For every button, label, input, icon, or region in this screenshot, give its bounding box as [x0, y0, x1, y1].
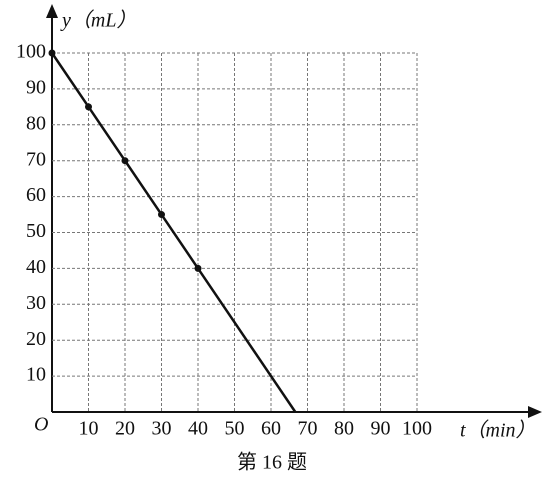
x-tick-label: 50 [225, 418, 245, 440]
x-axis-label: t（min） [460, 419, 536, 442]
data-point [121, 157, 129, 165]
y-tick-label: 30 [26, 292, 46, 314]
x-tick-label: 30 [152, 418, 172, 440]
data-point [85, 103, 92, 111]
x-tick-label: 100 [402, 418, 432, 440]
x-tick-label: 40 [188, 418, 208, 440]
x-tick-label: 70 [298, 418, 318, 440]
x-tick-label: 10 [79, 418, 99, 440]
y-tick-label: 50 [26, 220, 46, 242]
y-tick-label: 40 [26, 256, 46, 278]
y-tick-label: 100 [16, 41, 46, 63]
y-tick-label: 60 [26, 184, 46, 206]
y-tick-label: 90 [26, 76, 46, 98]
origin-label: O [34, 414, 48, 436]
y-tick-label: 10 [26, 364, 46, 386]
y-tick-label: 20 [26, 328, 46, 350]
x-arrow [528, 406, 542, 418]
x-tick-label: 20 [115, 418, 135, 440]
data-point [48, 49, 56, 57]
data-point [158, 211, 165, 219]
x-tick-label: 90 [371, 418, 391, 440]
y-tick-label: 80 [26, 112, 46, 134]
y-tick-label: 70 [26, 148, 46, 170]
y-arrow [46, 4, 58, 18]
x-tick-label: 80 [334, 418, 354, 440]
data-point [194, 264, 202, 272]
y-axis-label: y（mL） [60, 9, 136, 32]
caption: 第 16 题 [237, 451, 307, 474]
line-extension [196, 267, 297, 413]
x-tick-label: 60 [261, 418, 281, 440]
